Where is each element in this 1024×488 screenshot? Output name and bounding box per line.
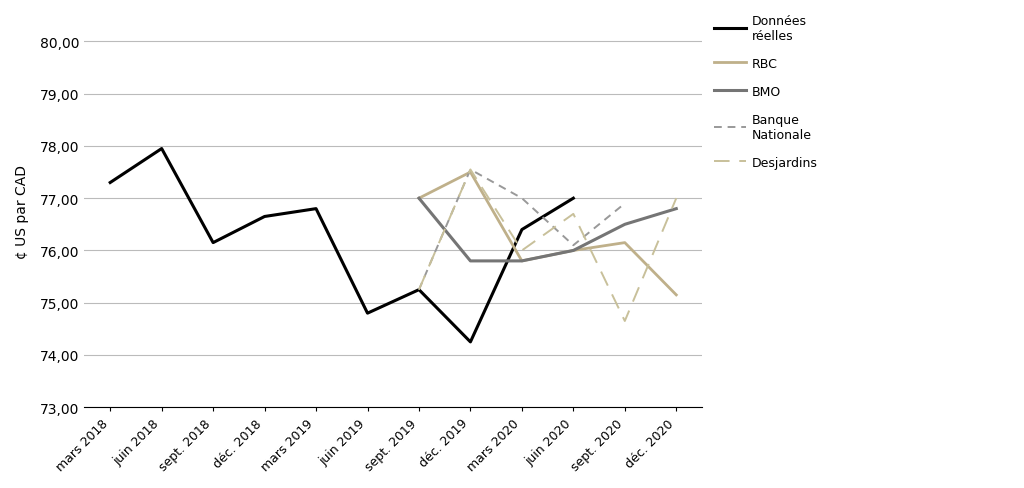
Données
réelles [516, 227, 528, 233]
Banque
Nationale [464, 167, 476, 173]
Y-axis label: ¢ US par CAD: ¢ US par CAD [15, 165, 29, 259]
BMO [464, 259, 476, 264]
RBC [618, 240, 631, 246]
RBC [516, 259, 528, 264]
Desjardins [464, 167, 476, 173]
Desjardins [516, 248, 528, 254]
BMO [516, 259, 528, 264]
Données
réelles [104, 180, 117, 186]
BMO [618, 222, 631, 228]
Desjardins [618, 318, 631, 324]
Line: RBC: RBC [419, 173, 676, 295]
Données
réelles [567, 196, 580, 202]
Données
réelles [258, 214, 270, 220]
Données
réelles [207, 240, 219, 246]
Données
réelles [310, 206, 323, 212]
Desjardins [567, 211, 580, 217]
BMO [567, 248, 580, 254]
Desjardins [670, 196, 682, 202]
RBC [670, 292, 682, 298]
Line: Banque
Nationale: Banque Nationale [419, 170, 625, 290]
Données
réelles [464, 339, 476, 345]
Banque
Nationale [516, 196, 528, 202]
RBC [464, 170, 476, 176]
Banque
Nationale [567, 243, 580, 249]
Desjardins [413, 287, 425, 293]
Données
réelles [413, 287, 425, 293]
Line: Desjardins: Desjardins [419, 170, 676, 321]
RBC [413, 196, 425, 202]
BMO [413, 196, 425, 202]
Données
réelles [361, 310, 374, 316]
Données
réelles [156, 146, 168, 152]
Banque
Nationale [618, 201, 631, 207]
Legend: Données
réelles, RBC, BMO, Banque
Nationale, Desjardins: Données réelles, RBC, BMO, Banque Nation… [715, 15, 818, 169]
RBC [567, 248, 580, 254]
BMO [670, 206, 682, 212]
Banque
Nationale [413, 287, 425, 293]
Line: Données
réelles: Données réelles [111, 149, 573, 342]
Line: BMO: BMO [419, 199, 676, 262]
